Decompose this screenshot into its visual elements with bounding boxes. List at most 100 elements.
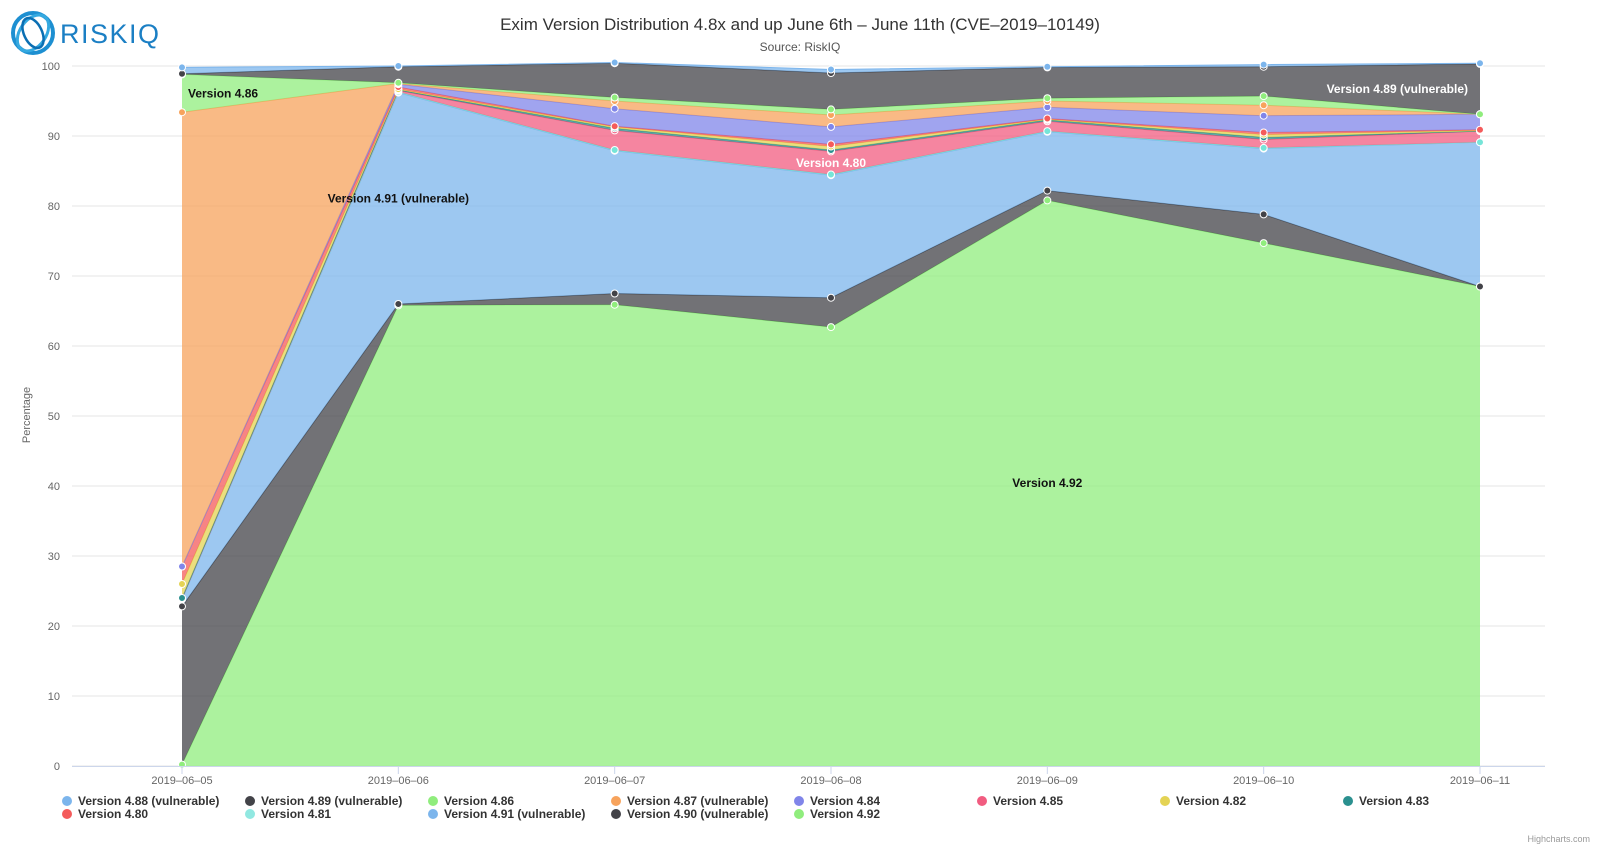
area-version-4-89-vulnerable — [182, 63, 1480, 115]
y-tick-label: 90 — [48, 131, 60, 143]
marker-version-4-90-vulnerable[interactable] — [827, 293, 835, 302]
marker-version-4-86[interactable] — [610, 93, 619, 102]
marker-version-4-85[interactable] — [1043, 114, 1052, 123]
marker-version-4-86[interactable] — [827, 105, 835, 114]
marker-version-4-87-vulnerable[interactable] — [178, 108, 186, 117]
area-version-4-91-vulnerable — [182, 92, 1480, 607]
legend-item-version-4-86[interactable]: Version 4.86 — [444, 794, 514, 808]
marker-version-4-86[interactable] — [394, 78, 403, 87]
chart-subtitle: Source: RiskIQ — [760, 40, 841, 54]
marker-version-4-90-vulnerable[interactable] — [610, 289, 619, 298]
legend-swatch[interactable] — [62, 809, 72, 819]
y-tick-label: 50 — [48, 411, 60, 423]
series-markers — [178, 58, 1484, 769]
y-tick-label: 10 — [48, 691, 60, 703]
y-tick-label: 0 — [54, 761, 60, 773]
marker-version-4-84[interactable] — [610, 104, 619, 113]
legend-swatch[interactable] — [428, 809, 438, 819]
marker-version-4-92[interactable] — [1259, 239, 1268, 248]
marker-version-4-81[interactable] — [610, 146, 619, 154]
legend-swatch[interactable] — [1160, 796, 1170, 806]
marker-version-4-81[interactable] — [1259, 143, 1268, 152]
marker-version-4-85[interactable] — [1259, 128, 1268, 137]
y-tick-label: 20 — [48, 621, 60, 633]
y-tick-label: 100 — [42, 61, 60, 73]
y-tick-label: 70 — [48, 271, 60, 283]
marker-version-4-85[interactable] — [1476, 125, 1484, 134]
marker-version-4-84[interactable] — [1259, 111, 1268, 120]
x-tick-label: 2019–06–05 — [151, 775, 212, 787]
legend-item-version-4-85[interactable]: Version 4.85 — [993, 794, 1063, 808]
legend-swatch[interactable] — [794, 809, 804, 819]
legend-item-version-4-89-vulnerable[interactable]: Version 4.89 (vulnerable) — [261, 794, 402, 808]
y-tick-label: 40 — [48, 481, 60, 493]
legend-item-version-4-84[interactable]: Version 4.84 — [810, 794, 880, 808]
legend-swatch[interactable] — [245, 796, 255, 806]
data-labels: Version 4.86 Version 4.91 (vulnerable) Ver… — [188, 82, 1468, 490]
y-tick-label: 30 — [48, 551, 60, 563]
legend-swatch[interactable] — [611, 809, 621, 819]
legend-item-version-4-87-vulnerable[interactable]: Version 4.87 (vulnerable) — [627, 794, 768, 808]
marker-version-4-84[interactable] — [178, 562, 186, 571]
chart-title: Exim Version Distribution 4.8x and up Ju… — [500, 15, 1100, 34]
marker-version-4-83[interactable] — [178, 594, 186, 602]
x-tick-label: 2019–06–08 — [800, 775, 861, 787]
marker-version-4-86[interactable] — [1043, 94, 1052, 103]
legend-swatch[interactable] — [62, 796, 72, 806]
legend-swatch[interactable] — [245, 809, 255, 819]
marker-version-4-88-vulnerable[interactable] — [1476, 59, 1484, 68]
marker-version-4-86[interactable] — [1259, 92, 1268, 101]
area-version-4-87-vulnerable — [182, 83, 1480, 567]
y-axis-title: Percentage — [21, 387, 33, 443]
marker-version-4-88-vulnerable[interactable] — [1043, 62, 1052, 71]
x-tick-label: 2019–06–09 — [1017, 775, 1078, 787]
legend-swatch[interactable] — [611, 796, 621, 806]
legend-item-version-4-90-vulnerable[interactable]: Version 4.90 (vulnerable) — [627, 807, 768, 821]
riskiq-logo: RISKIQ — [11, 11, 161, 55]
legend-item-version-4-88-vulnerable[interactable]: Version 4.88 (vulnerable) — [78, 794, 219, 808]
legend-item-version-4-80[interactable]: Version 4.80 — [78, 807, 148, 821]
marker-version-4-88-vulnerable[interactable] — [610, 58, 619, 67]
marker-version-4-81[interactable] — [1476, 138, 1484, 147]
marker-version-4-90-vulnerable[interactable] — [1043, 186, 1052, 195]
legend-item-version-4-83[interactable]: Version 4.83 — [1359, 794, 1429, 808]
marker-version-4-90-vulnerable[interactable] — [178, 602, 186, 611]
marker-version-4-85[interactable] — [827, 140, 835, 149]
legend-swatch[interactable] — [1343, 796, 1353, 806]
marker-version-4-92[interactable] — [1043, 196, 1052, 205]
data-label-version-4-89-vulnerable: Version 4.89 (vulnerable) — [1327, 82, 1468, 96]
marker-version-4-81[interactable] — [827, 170, 835, 179]
x-tick-label: 2019–06–11 — [1450, 775, 1510, 787]
area-version-4-90-vulnerable — [182, 190, 1480, 765]
marker-version-4-90-vulnerable[interactable] — [1259, 210, 1268, 219]
marker-version-4-88-vulnerable[interactable] — [1259, 60, 1268, 69]
x-tick-label: 2019–06–07 — [584, 775, 645, 787]
x-tick-label: 2019–06–06 — [368, 775, 429, 787]
legend-swatch[interactable] — [977, 796, 987, 806]
marker-version-4-90-vulnerable[interactable] — [394, 300, 403, 308]
marker-version-4-90-vulnerable[interactable] — [1476, 282, 1484, 291]
marker-version-4-85[interactable] — [610, 122, 619, 131]
marker-version-4-87-vulnerable[interactable] — [1259, 101, 1268, 110]
marker-version-4-88-vulnerable[interactable] — [178, 63, 186, 72]
y-tick-label: 60 — [48, 341, 60, 353]
marker-version-4-82[interactable] — [178, 580, 186, 588]
legend-item-version-4-92[interactable]: Version 4.92 — [810, 807, 880, 821]
marker-version-4-84[interactable] — [827, 122, 835, 131]
legend-swatch[interactable] — [428, 796, 438, 806]
legend-swatch[interactable] — [794, 796, 804, 806]
marker-version-4-81[interactable] — [1043, 127, 1052, 136]
marker-version-4-86[interactable] — [1476, 110, 1484, 119]
legend-item-version-4-91-vulnerable[interactable]: Version 4.91 (vulnerable) — [444, 807, 585, 821]
marker-version-4-92[interactable] — [610, 300, 619, 309]
y-axis-ticks: 0 10 20 30 40 50 60 70 80 90 100 — [42, 61, 60, 773]
marker-version-4-88-vulnerable[interactable] — [394, 62, 403, 70]
marker-version-4-92[interactable] — [827, 323, 835, 332]
legend-item-version-4-82[interactable]: Version 4.82 — [1176, 794, 1246, 808]
marker-version-4-88-vulnerable[interactable] — [827, 65, 835, 74]
riskiq-logo-text: RISKIQ — [60, 19, 161, 49]
data-label-version-4-86: Version 4.86 — [188, 86, 258, 100]
legend: Version 4.88 (vulnerable) Version 4.89 (v… — [62, 794, 1429, 821]
legend-item-version-4-81[interactable]: Version 4.81 — [261, 807, 331, 821]
